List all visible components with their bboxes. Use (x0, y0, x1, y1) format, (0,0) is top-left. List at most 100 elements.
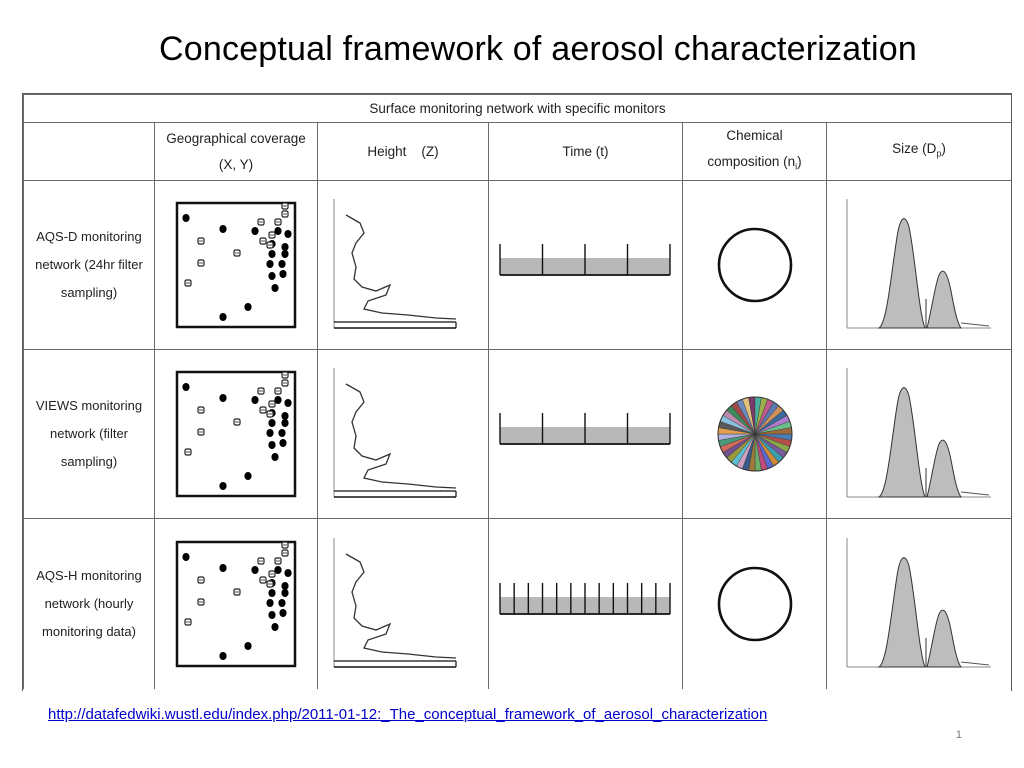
site-map (175, 370, 297, 498)
size-cell (826, 349, 1011, 519)
time-bar (498, 413, 671, 445)
row-label-line: network (filter (49, 426, 129, 441)
composition-pie (717, 396, 792, 472)
slide-title: Conceptual framework of aerosol characte… (159, 30, 917, 68)
site-map (175, 540, 297, 668)
size-mode-coarse (926, 609, 963, 668)
height-cell (317, 180, 489, 350)
row-label-line: sampling) (60, 285, 118, 300)
size-end: ) (941, 141, 946, 157)
monitor-site-filled (271, 453, 279, 461)
profile-line (345, 553, 457, 659)
monitor-site-filled (284, 230, 292, 238)
chem-text: composition (n (707, 154, 796, 170)
monitor-site-filled (268, 272, 276, 280)
col-header-time: Time (t) (488, 122, 683, 181)
monitor-site-filled (271, 284, 279, 292)
monitor-site-filled (219, 652, 227, 660)
monitor-site-filled (281, 589, 289, 597)
monitor-site-filled (281, 412, 289, 420)
monitor-site-filled (219, 313, 227, 321)
time-bar (498, 583, 671, 615)
height-profile (333, 199, 457, 329)
monitor-site-filled (268, 250, 276, 258)
table-row: VIEWS monitoring network (filter sampling) (23, 349, 1011, 519)
monitor-site-filled (244, 642, 252, 650)
monitor-site-filled (266, 260, 274, 268)
monitor-site-filled (278, 599, 286, 607)
size-mode-coarse (926, 439, 963, 498)
framework-table: Surface monitoring network with specific… (22, 93, 1012, 691)
corner-cell (23, 122, 155, 181)
monitor-site-filled (268, 611, 276, 619)
row-label-line: AQS-H monitoring (36, 568, 142, 583)
size-sub: p (936, 148, 942, 159)
composition-cell (682, 349, 827, 519)
chem-end: ) (797, 154, 802, 170)
size-distribution (846, 538, 991, 668)
composition-circle (717, 227, 792, 303)
col-header-geo: Geographical coverage (X, Y) (154, 122, 318, 181)
time-cell (488, 518, 683, 689)
row-label-line: sampling) (60, 454, 118, 469)
monitor-site-filled (219, 564, 227, 572)
monitor-site-filled (274, 566, 282, 574)
col-header-chem: Chemical composition (ni) (682, 122, 827, 181)
monitor-site-filled (251, 566, 259, 574)
source-link[interactable]: http://datafedwiki.wustl.edu/index.php/2… (48, 706, 768, 723)
monitor-site-filled (268, 441, 276, 449)
monitor-site-filled (244, 472, 252, 480)
row-label-line: monitoring data) (42, 624, 136, 639)
profile-line (345, 383, 457, 489)
height-profile (333, 538, 457, 668)
page-number: 1 (955, 729, 962, 741)
col-header-geo-line2: (X, Y) (218, 156, 254, 172)
composition-ring (717, 227, 792, 303)
monitor-site-filled (278, 260, 286, 268)
chem-sub: i (795, 161, 798, 172)
col-header-size: Size (Dp) (826, 122, 1011, 181)
row-label: AQS-D monitoring network (24hr filter samp… (23, 180, 155, 350)
monitor-site-filled (182, 383, 190, 391)
geo-cell (154, 349, 318, 519)
size-mode-coarse (926, 270, 963, 329)
table-header: Surface monitoring network with specific… (23, 94, 1011, 123)
table-row: AQS-H monitoring network (hourly monitorin… (23, 518, 1011, 689)
composition-ring (717, 566, 792, 642)
col-header-chem-line2: composition (ni) (683, 149, 826, 180)
monitor-site-filled (268, 589, 276, 597)
monitor-site-filled (279, 439, 287, 447)
size-mode-fine (877, 387, 926, 498)
height-profile (333, 368, 457, 498)
col-header-height: Height (Z) (317, 122, 489, 181)
geo-cell (154, 180, 318, 350)
monitor-site-filled (251, 227, 259, 235)
monitor-site-filled (219, 394, 227, 402)
monitor-site-filled (251, 396, 259, 404)
monitor-site-filled (182, 214, 190, 222)
monitor-site-filled (219, 225, 227, 233)
row-label-line: network (24hr filter (35, 257, 143, 272)
monitor-site-filled (182, 553, 190, 561)
monitor-site-filled (278, 429, 286, 437)
composition-cell (682, 180, 827, 350)
time-cell (488, 349, 683, 519)
monitor-site-filled (279, 270, 287, 278)
col-header-chem-line1: Chemical (726, 128, 783, 144)
row-label: VIEWS monitoring network (filter sampling) (23, 349, 155, 519)
size-cell (826, 518, 1011, 689)
size-distribution (846, 368, 991, 498)
time-bar (498, 244, 671, 276)
monitor-site-filled (284, 569, 292, 577)
size-cell (826, 180, 1011, 350)
monitor-site-filled (281, 250, 289, 258)
monitor-site-filled (281, 243, 289, 251)
size-mode-fine (877, 218, 926, 329)
monitor-site-filled (281, 582, 289, 590)
monitor-site-filled (281, 419, 289, 427)
monitor-site-filled (274, 396, 282, 404)
row-label-line: network (hourly (44, 596, 134, 611)
monitor-site-filled (266, 429, 274, 437)
monitor-site-filled (284, 399, 292, 407)
col-header-geo-line1: Geographical coverage (166, 130, 306, 146)
